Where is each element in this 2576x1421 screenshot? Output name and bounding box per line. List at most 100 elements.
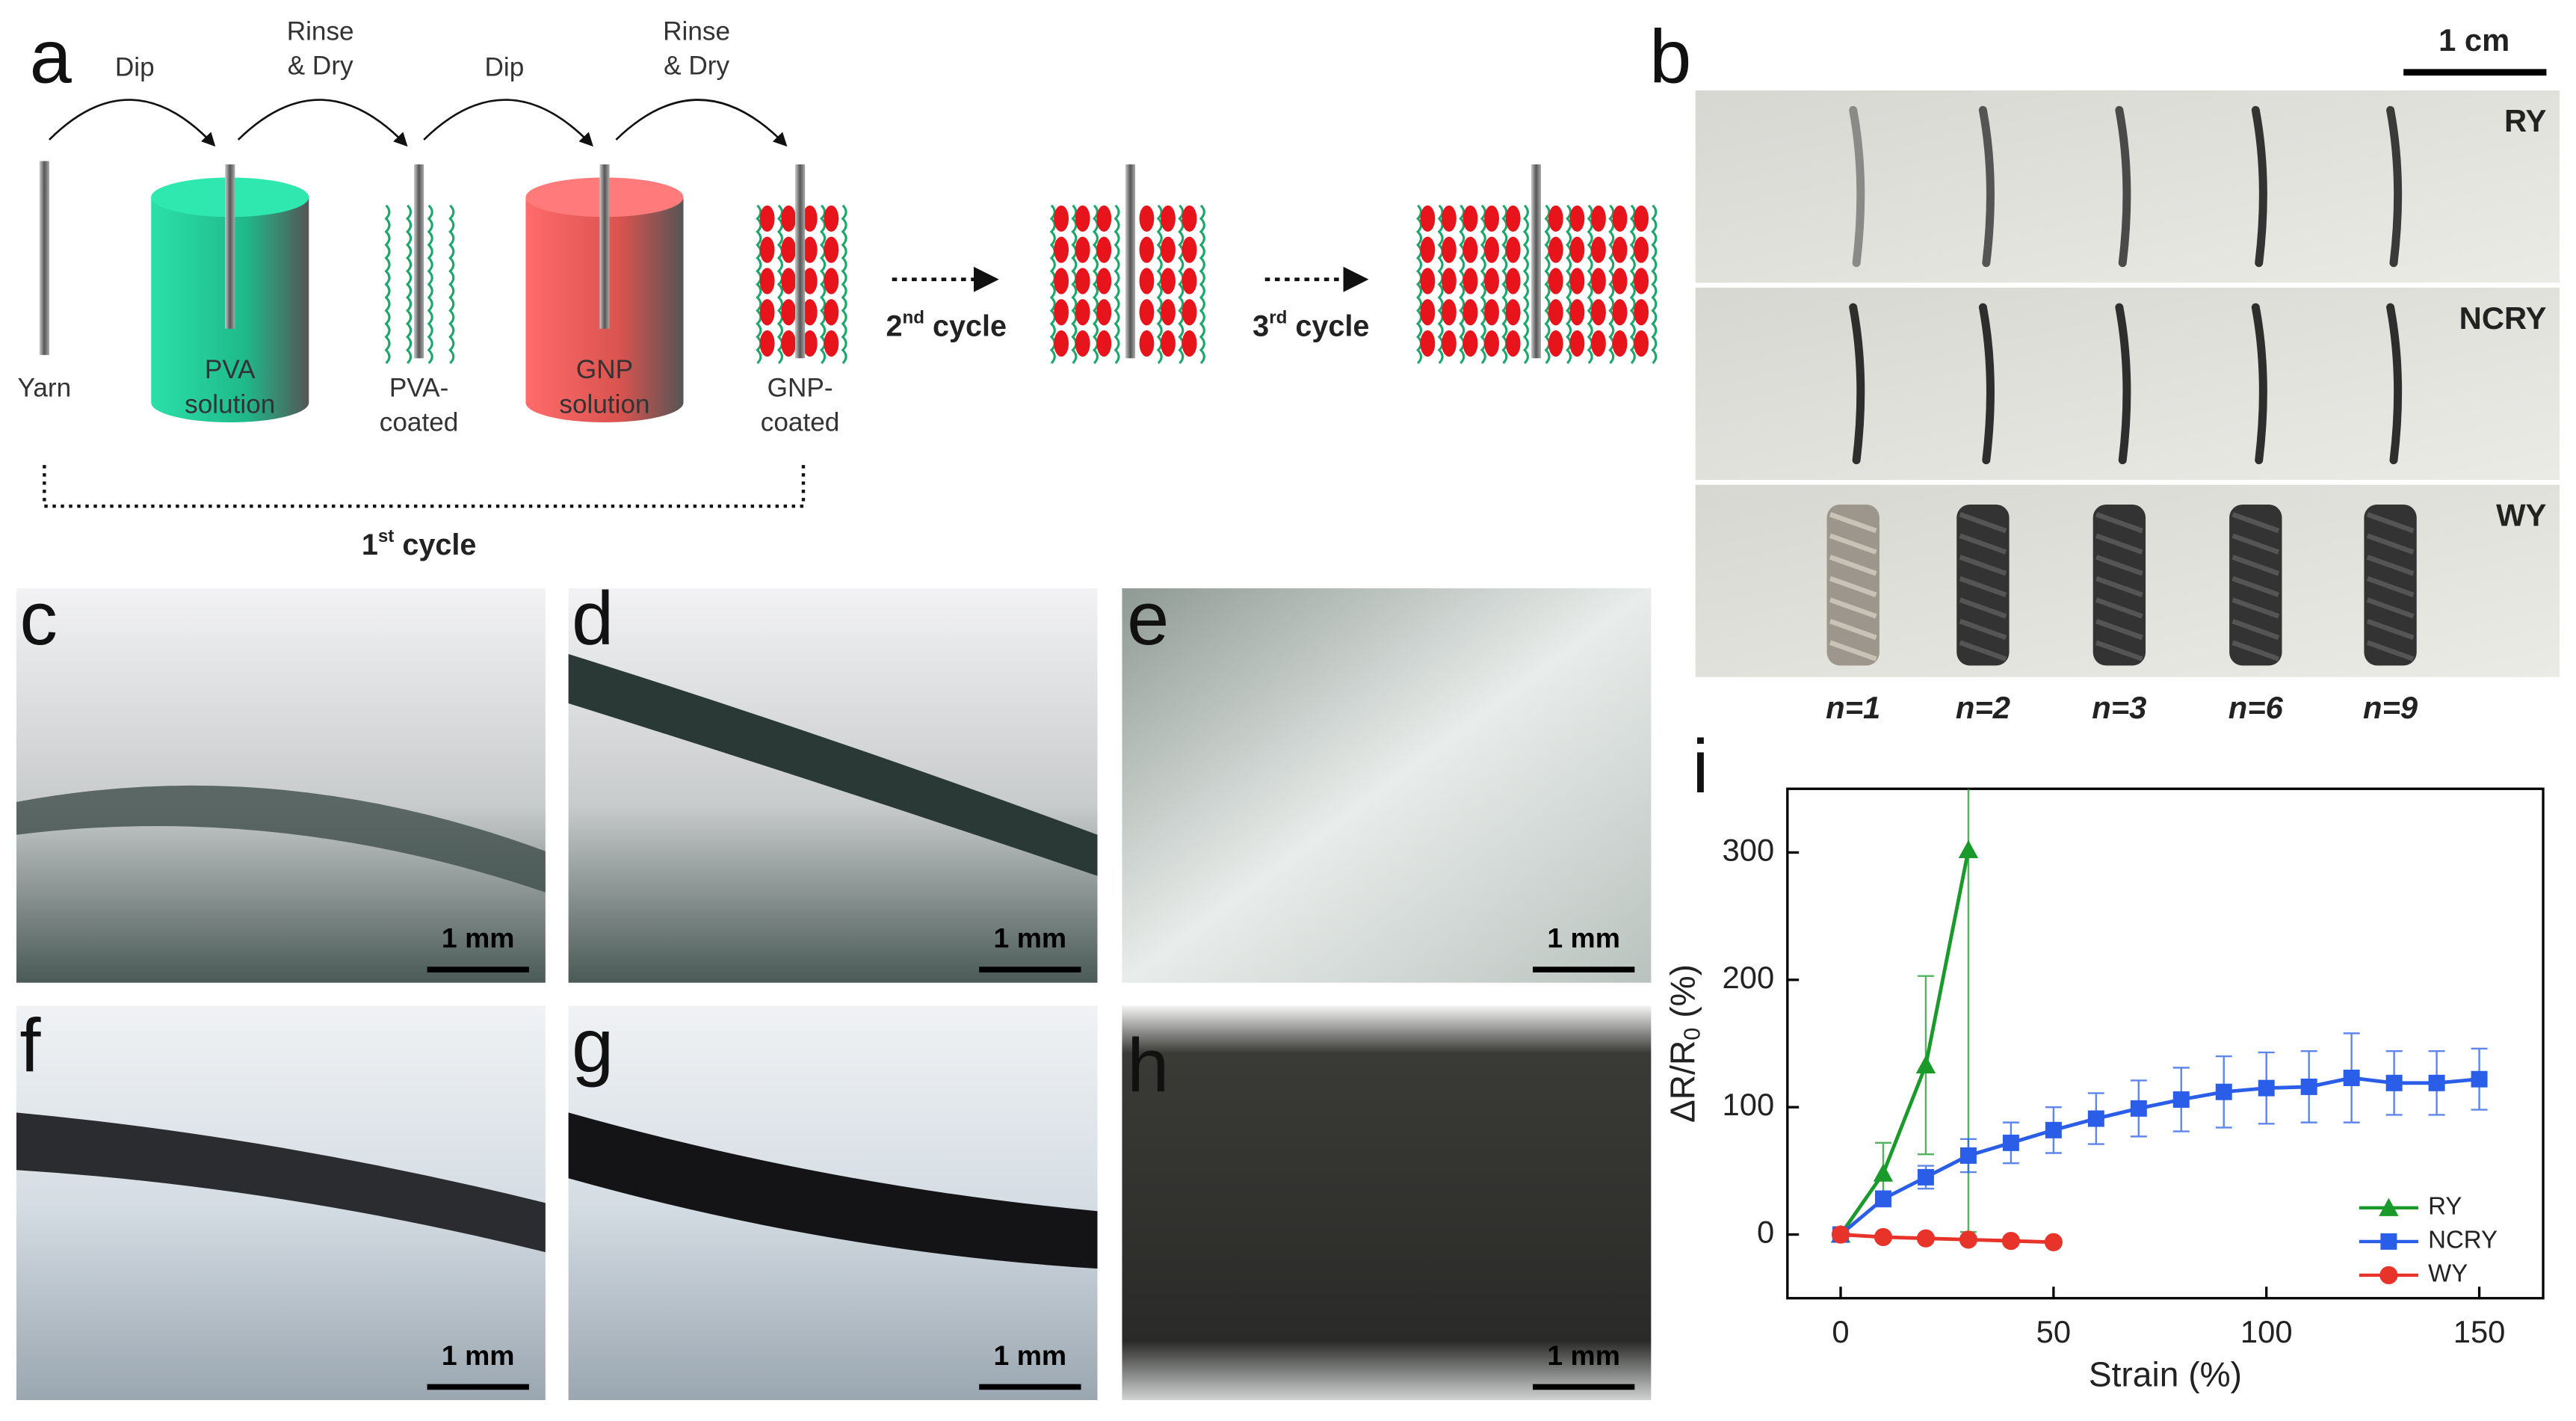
marker xyxy=(1915,1055,1936,1073)
gnp-flake xyxy=(824,268,839,295)
y-label-sub: 0 xyxy=(1679,1028,1705,1041)
marker xyxy=(2172,1091,2190,1108)
gnp-flake xyxy=(759,205,775,232)
step-label: & Dry xyxy=(664,51,729,80)
marker xyxy=(2258,1079,2275,1097)
cycle-number: 2 xyxy=(886,310,902,343)
gnp-flake xyxy=(1442,299,1457,326)
gnp-flake xyxy=(1442,236,1457,263)
panel-letter: f xyxy=(19,1004,41,1088)
yarn-twist xyxy=(2095,533,2143,555)
panel-letter: c xyxy=(19,576,58,661)
gnp-flake xyxy=(1161,236,1176,263)
gnp-flake xyxy=(1139,330,1155,357)
yarn-twist xyxy=(1829,512,1877,534)
gnp-flake xyxy=(1612,299,1628,326)
item-label: coated xyxy=(380,408,459,437)
gnp-flake xyxy=(1591,330,1606,357)
item-label: PVA- xyxy=(389,373,448,402)
yarn-twist xyxy=(2095,512,2143,534)
pva-chain xyxy=(1437,204,1444,364)
marker xyxy=(2215,1083,2232,1100)
marker xyxy=(2300,1078,2317,1095)
gnp-flake xyxy=(1569,205,1585,232)
gnp-flake xyxy=(1462,268,1478,295)
cycle-word: cycle xyxy=(924,310,1007,343)
gnp-flake xyxy=(1420,299,1436,326)
yarn xyxy=(1531,164,1542,359)
gnp-flake xyxy=(1548,236,1563,263)
cycle-bracket xyxy=(43,465,806,508)
scale-label: 1 mm xyxy=(1547,922,1620,953)
marker xyxy=(1874,1190,1891,1207)
cycle-label: 1st cycle xyxy=(362,526,477,561)
panel-labels: a b c d e f g h i xyxy=(19,14,1708,1108)
row-label: RY xyxy=(2504,103,2547,138)
column-label: n=2 xyxy=(1956,690,2010,725)
panel-letter: h xyxy=(1127,1023,1169,1108)
series-line xyxy=(1840,1233,2054,1245)
marker xyxy=(2428,1074,2445,1091)
plot-area xyxy=(1830,789,2488,1251)
marker xyxy=(1959,1230,1978,1249)
yarn-sample xyxy=(1978,105,1995,268)
item-label: PVA xyxy=(205,355,256,384)
gnp-flake xyxy=(824,205,839,232)
yarn-sample xyxy=(2251,303,2267,465)
gnp-flake xyxy=(1075,205,1090,232)
pva-chain xyxy=(819,204,827,364)
fiber xyxy=(16,785,546,893)
gnp-flake xyxy=(1096,330,1112,357)
cycle-word: cycle xyxy=(1287,310,1369,343)
legend-label: RY xyxy=(2428,1192,2462,1220)
gnp-flake xyxy=(759,236,775,263)
gnp-flake xyxy=(1075,330,1090,357)
column-label: n=1 xyxy=(1826,690,1880,725)
gnp-flake xyxy=(802,236,818,263)
row-label: NCRY xyxy=(2459,300,2547,336)
pva-chain xyxy=(1480,204,1486,364)
pva-chain xyxy=(1544,204,1551,364)
cycle-label: 3rd cycle xyxy=(1253,308,1369,343)
gnp-flake xyxy=(1182,236,1197,263)
gnp-flake xyxy=(1161,299,1176,326)
pva-chain xyxy=(1114,204,1120,364)
column-label: n=9 xyxy=(2363,690,2418,725)
marker xyxy=(1959,1147,1977,1164)
yarn-twist xyxy=(2095,576,2143,597)
yarn-twist xyxy=(2231,597,2280,619)
micrograph xyxy=(1122,1005,1652,1401)
process-arrow xyxy=(615,99,788,147)
marker xyxy=(1916,1229,1936,1248)
cycle-number: 1 xyxy=(362,529,378,562)
gnp-flake xyxy=(781,330,797,357)
yarn-twist xyxy=(1829,597,1877,619)
marker xyxy=(2130,1100,2147,1117)
y-label-unit: (%) xyxy=(1664,964,1702,1028)
gnp-flake xyxy=(802,268,818,295)
pva-chain xyxy=(776,204,783,364)
yarn-twist xyxy=(1829,533,1877,555)
scale-label: 1 mm xyxy=(442,922,515,953)
gnp-flake xyxy=(1054,236,1069,263)
gnp-flake xyxy=(1161,330,1176,357)
marker xyxy=(2471,1070,2488,1088)
yarn-twist xyxy=(1829,618,1877,641)
plot-frame xyxy=(1786,787,2545,1300)
yarn-twist xyxy=(1959,618,2007,641)
gnp-flake xyxy=(1484,299,1499,326)
x-tick-label: 50 xyxy=(2036,1314,2071,1349)
yarn-sample xyxy=(1978,303,1995,465)
gnp-flake xyxy=(1182,330,1197,357)
gnp-flake xyxy=(1634,268,1649,295)
gnp-flake xyxy=(1548,299,1563,326)
yarn-twist xyxy=(2366,555,2415,576)
panel-letter: e xyxy=(1127,576,1169,661)
marker xyxy=(1874,1227,1893,1247)
x-tick-label: 100 xyxy=(2240,1314,2293,1349)
yarn-twist xyxy=(2231,555,2280,576)
micrograph xyxy=(16,588,546,983)
gnp-flake xyxy=(1462,299,1478,326)
gnp-flake xyxy=(1182,268,1197,295)
